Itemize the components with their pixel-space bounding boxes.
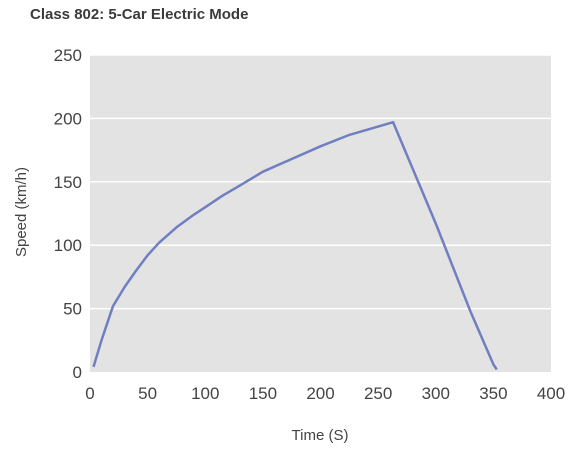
x-axis-label: Time (S)	[292, 427, 349, 444]
x-tick-label: 400	[537, 384, 565, 403]
y-axis-label: Speed (km/h)	[13, 167, 30, 257]
series-line	[92, 120, 498, 371]
x-tick-label: 250	[364, 384, 392, 403]
x-tick-label: 300	[422, 384, 450, 403]
y-tick-label: 50	[63, 300, 82, 319]
x-tick-label: 0	[85, 384, 94, 403]
y-tick-label: 100	[54, 236, 82, 255]
y-tick-label: 200	[54, 109, 82, 128]
x-tick-label: 100	[191, 384, 219, 403]
y-tick-label: 150	[54, 173, 82, 192]
x-axis-ticks: 0 50 100 150 200 250 300 350 400	[85, 384, 565, 403]
chart-title: Class 802: 5-Car Electric Mode	[30, 6, 249, 23]
x-tick-label: 50	[138, 384, 157, 403]
x-tick-label: 150	[249, 384, 277, 403]
y-tick-label: 250	[54, 46, 82, 65]
y-axis-ticks: 0 50 100 150 200 250	[54, 46, 82, 382]
x-tick-label: 200	[306, 384, 334, 403]
y-tick-label: 0	[73, 363, 82, 382]
plot-background	[90, 55, 551, 372]
x-tick-label: 350	[479, 384, 507, 403]
gridlines	[90, 54, 551, 310]
